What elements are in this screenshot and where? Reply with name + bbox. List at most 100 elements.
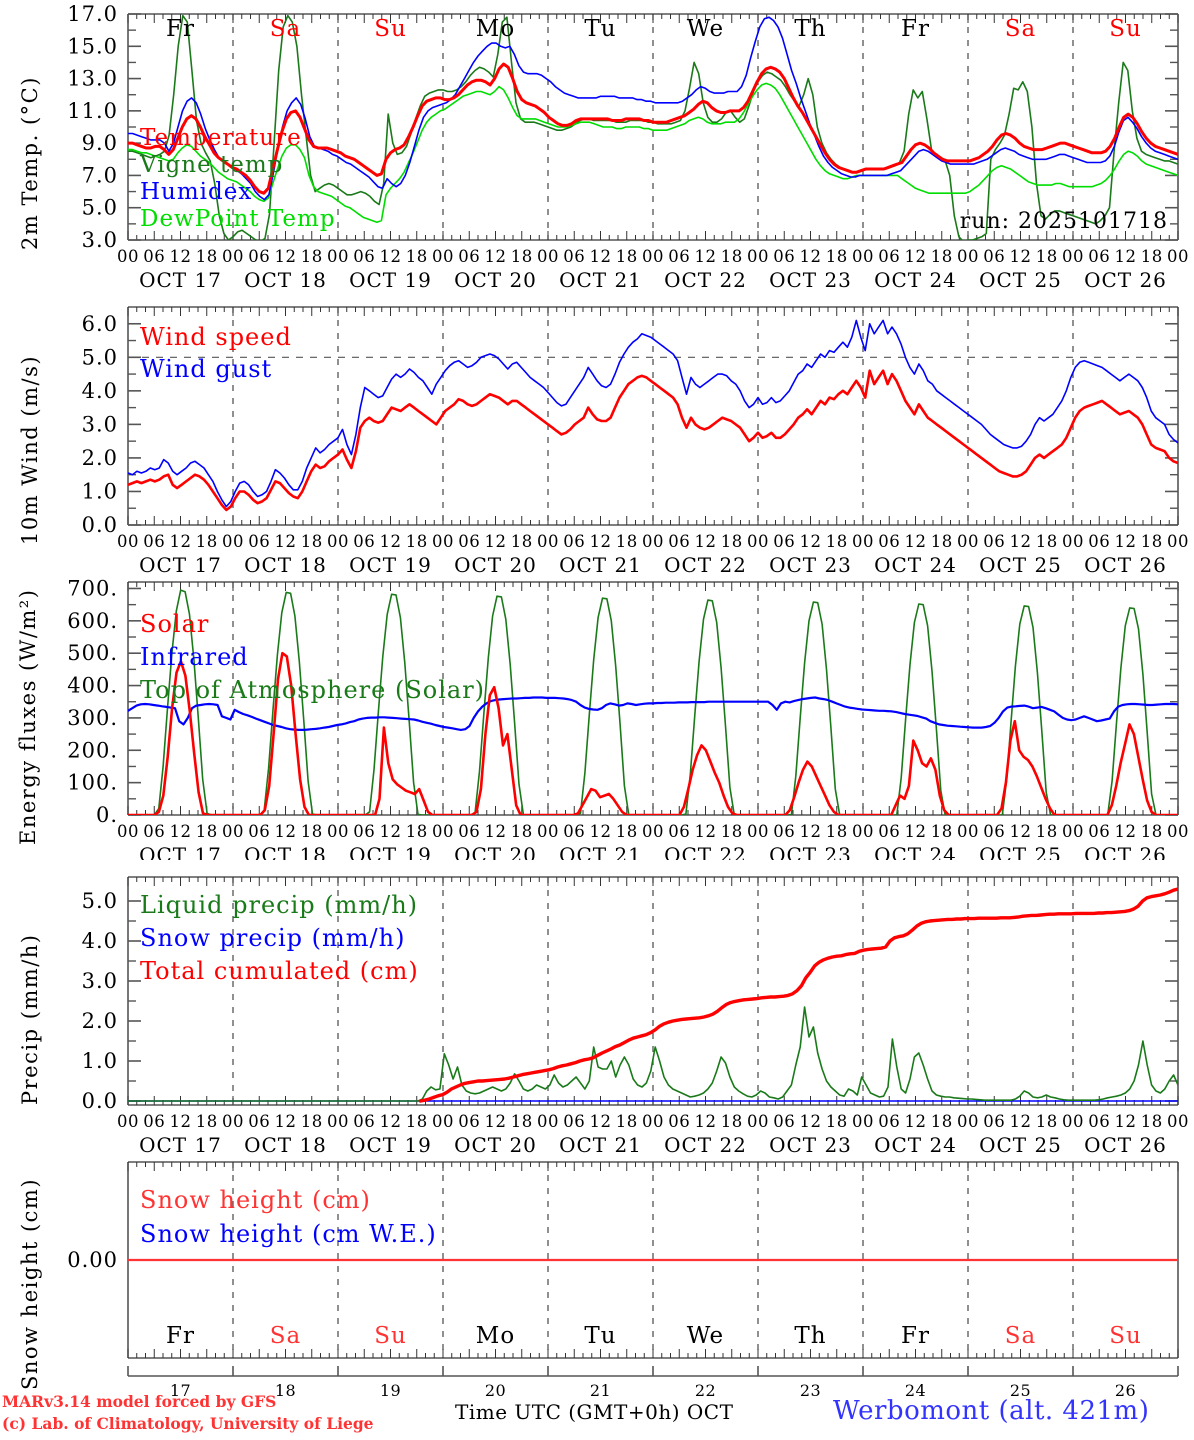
weekday-label: Th (794, 1323, 826, 1349)
legend-label-0: Liquid precip (mm/h) (140, 891, 418, 919)
series-line-top-of-atmosphere (128, 589, 1178, 815)
weekday-label: Sa (1005, 16, 1036, 42)
hour-tick-label: 18 (826, 532, 848, 551)
hour-tick-label: 06 (563, 822, 585, 841)
y-tick-label: 400. (67, 674, 118, 698)
y-tick-label: 1.0 (82, 1049, 118, 1073)
y-tick-label: 5.0 (82, 345, 118, 369)
day-label: OCT 19 (349, 843, 432, 860)
y-tick-label: 3.0 (82, 969, 118, 993)
hour-tick-label: 12 (485, 532, 507, 551)
weekday-label: Fr (901, 16, 930, 42)
y-tick-label: 0.0 (82, 513, 118, 537)
legend-label-1: Vigne temp (139, 152, 283, 178)
series-line-infrared (128, 696, 1178, 731)
weekday-label: Tu (584, 16, 616, 42)
y-tick-label: 5.0 (82, 196, 118, 220)
hour-tick-label: 12 (905, 247, 927, 266)
hour-tick-label: 18 (616, 1112, 638, 1131)
y-tick-label: 0.0 (82, 1089, 118, 1113)
hour-tick-label: 06 (248, 822, 270, 841)
y-tick-label: 17.0 (67, 2, 118, 26)
y-tick-label: 1.0 (82, 479, 118, 503)
day-label: OCT 26 (1084, 1133, 1167, 1155)
hour-tick-label: 06 (353, 532, 375, 551)
hour-tick-label: 12 (800, 822, 822, 841)
hour-tick-label: 18 (1036, 247, 1058, 266)
hour-tick-label: 06 (248, 1112, 270, 1131)
series-line-temperature (128, 62, 1178, 195)
day-number-label: 23 (800, 1381, 821, 1400)
day-label: OCT 18 (244, 553, 327, 577)
weekday-label: Mo (476, 1323, 515, 1349)
hour-tick-label: 00 (852, 532, 874, 551)
hour-tick-label: 00 (957, 247, 979, 266)
day-label: OCT 17 (139, 268, 222, 290)
legend-label-1: Wind gust (140, 355, 272, 383)
precip-plot: 00 06 12 18 00 06 12 18 00 06 12 18 00 06 12 18 00 06 12 18… (82, 876, 1189, 1155)
day-label: OCT 21 (559, 268, 642, 290)
legend-label-0: Wind speed (140, 323, 292, 351)
weekday-label: We (687, 1323, 724, 1349)
day-label: OCT 20 (454, 843, 537, 860)
hour-tick-label: 18 (301, 532, 323, 551)
weekday-label: Su (374, 16, 407, 42)
hour-tick-label: 12 (590, 247, 612, 266)
hour-tick-label: 00 (222, 247, 244, 266)
y-tick-label: 100. (67, 771, 118, 795)
hour-tick-label: 06 (1088, 532, 1110, 551)
hour-tick-label: 06 (983, 532, 1005, 551)
day-label: OCT 26 (1084, 553, 1167, 577)
series-line-solar (128, 651, 1178, 815)
hour-tick-label: 18 (826, 1112, 848, 1131)
legend-label-0: Temperature (140, 125, 302, 151)
hour-tick-label: 18 (406, 532, 428, 551)
y-tick-label: 500. (67, 641, 118, 665)
weekday-label: We (687, 16, 724, 42)
hour-tick-label: 18 (196, 247, 218, 266)
hour-tick-label: 18 (1036, 532, 1058, 551)
day-label: OCT 23 (769, 843, 852, 860)
hour-tick-label: 18 (721, 247, 743, 266)
hour-tick-label: 12 (1115, 822, 1137, 841)
day-label: OCT 21 (559, 843, 642, 860)
hour-tick-label: 00 (747, 822, 769, 841)
y-tick-label: 9.0 (82, 131, 118, 155)
hour-tick-label: 18 (406, 247, 428, 266)
day-label: OCT 21 (559, 553, 642, 577)
hour-tick-label: 06 (878, 1112, 900, 1131)
hour-tick-label: 18 (196, 1112, 218, 1131)
day-label: OCT 17 (139, 843, 222, 860)
wind-plot: 00 06 12 18 00 06 12 18 00 06 12 18 00 06 12 18 00 06 12 18… (82, 306, 1189, 577)
hour-tick-label: 12 (695, 822, 717, 841)
hour-tick-label: 00 (537, 822, 559, 841)
wind-series-group (128, 319, 1178, 512)
weekday-label: Fr (166, 16, 195, 42)
hour-tick-label: 18 (301, 822, 323, 841)
hour-tick-label: 12 (590, 822, 612, 841)
hour-tick-label: 12 (275, 247, 297, 266)
hour-tick-label: 12 (1115, 247, 1137, 266)
day-label: OCT 20 (454, 268, 537, 290)
hour-tick-label: 18 (1141, 1112, 1163, 1131)
hour-tick-label: 12 (1010, 1112, 1032, 1131)
hour-tick-label: 06 (1088, 1112, 1110, 1131)
hour-tick-label: 18 (301, 1112, 323, 1131)
hour-tick-label: 18 (826, 247, 848, 266)
hour-tick-label: 00 (852, 822, 874, 841)
y-axis-label-wind: 10m Wind (m/s) (18, 354, 42, 545)
day-label: OCT 24 (874, 268, 957, 290)
hour-tick-label: 00 (1167, 247, 1189, 266)
precip-series-group (128, 887, 1178, 1103)
station-name-label: Werbomont (alt. 421m) (833, 1396, 1150, 1426)
y-tick-label: 13.0 (67, 67, 118, 91)
hour-tick-label: 06 (143, 532, 165, 551)
hour-tick-label: 06 (143, 1112, 165, 1131)
day-number-label: 22 (695, 1381, 716, 1400)
day-label: OCT 17 (139, 1133, 222, 1155)
y-tick-label: 700. (67, 576, 118, 600)
run-label: run: 2025101718 (960, 209, 1168, 234)
hour-tick-label: 06 (353, 822, 375, 841)
day-label: OCT 24 (874, 553, 957, 577)
hour-tick-label: 00 (642, 247, 664, 266)
